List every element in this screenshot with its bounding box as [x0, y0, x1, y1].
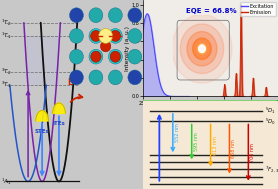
Circle shape — [128, 29, 142, 43]
Circle shape — [128, 49, 142, 64]
Text: 552 nm: 552 nm — [175, 124, 180, 143]
Circle shape — [70, 70, 83, 85]
Circle shape — [89, 70, 103, 85]
Text: $^1T_1$: $^1T_1$ — [1, 31, 12, 41]
Circle shape — [89, 29, 103, 43]
Circle shape — [108, 49, 122, 64]
Bar — [27, 36, 58, 85]
Circle shape — [110, 51, 121, 62]
Text: $^3T_2$: $^3T_2$ — [1, 67, 12, 77]
Text: ET: ET — [68, 78, 78, 87]
Circle shape — [89, 8, 103, 23]
Text: $^1A_1$: $^1A_1$ — [1, 176, 13, 187]
Circle shape — [70, 29, 83, 43]
Circle shape — [108, 70, 122, 85]
Text: 595 nm: 595 nm — [194, 132, 199, 151]
Text: EQE = 66.8%: EQE = 66.8% — [186, 8, 237, 14]
Text: $^5D_1$: $^5D_1$ — [265, 106, 275, 116]
Circle shape — [108, 29, 122, 43]
Circle shape — [128, 70, 142, 85]
Circle shape — [110, 30, 121, 42]
Text: 706 nm: 706 nm — [250, 143, 255, 162]
Text: $^1T_2$: $^1T_2$ — [1, 18, 12, 28]
Text: 658 nm: 658 nm — [232, 140, 237, 158]
Circle shape — [70, 8, 83, 23]
Text: $^3T_1$: $^3T_1$ — [1, 80, 12, 90]
Y-axis label: Intensity (a. u.): Intensity (a. u.) — [125, 26, 130, 71]
X-axis label: Wavelength (nm): Wavelength (nm) — [185, 107, 236, 112]
Polygon shape — [36, 111, 48, 121]
Polygon shape — [53, 103, 65, 113]
Circle shape — [89, 49, 103, 64]
Circle shape — [70, 49, 83, 64]
Circle shape — [99, 29, 113, 43]
Text: 613 nm: 613 nm — [213, 136, 218, 155]
Text: $^5D_0$: $^5D_0$ — [265, 116, 276, 127]
Text: ITEs: ITEs — [53, 121, 65, 126]
Text: STEs: STEs — [35, 129, 49, 133]
Circle shape — [91, 51, 101, 62]
Circle shape — [128, 8, 142, 23]
Circle shape — [91, 30, 101, 42]
Circle shape — [100, 41, 111, 52]
FancyBboxPatch shape — [140, 99, 278, 189]
Text: $^7F_{2,3,4}$: $^7F_{2,3,4}$ — [265, 165, 278, 174]
Legend: Excitation, Emission: Excitation, Emission — [240, 2, 275, 16]
Circle shape — [108, 8, 122, 23]
